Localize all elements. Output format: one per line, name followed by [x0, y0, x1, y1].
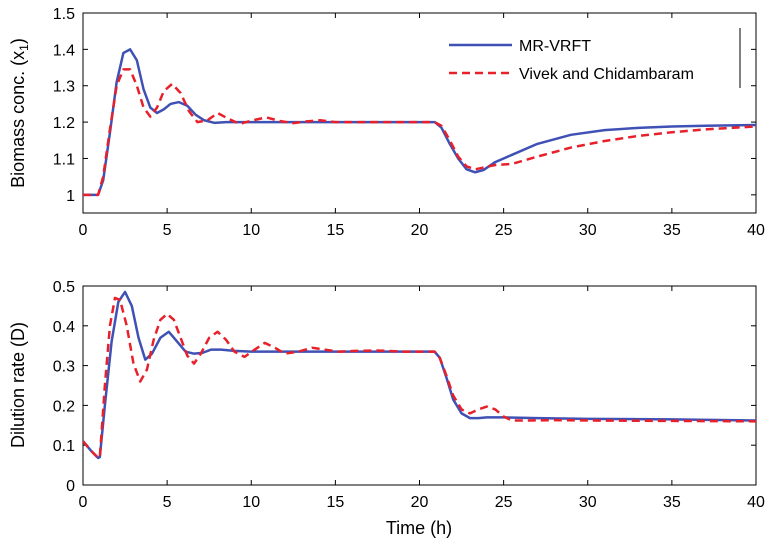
x-axis-label: Time (h)	[386, 518, 452, 538]
legend-label-mr-vrft: MR-VRFT	[519, 38, 591, 55]
biomass-x-tick-label: 5	[163, 222, 172, 239]
dilution-chart: 0 5 10 15 20 25 30 35 40 0 0.1 0.2 0.3 0.4 0.5 Dilutio…	[8, 279, 765, 538]
biomass-series-line-vivek-and-chidambaram	[83, 68, 756, 197]
biomass-y-axis-label-subscript: 1	[17, 44, 31, 51]
biomass-x-tick-label: 10	[242, 222, 260, 239]
biomass-y-axis-label-tail: )	[8, 38, 28, 44]
dilution-plot-area	[82, 285, 757, 486]
biomass-series-line-mr-vrft	[83, 48, 756, 197]
biomass-x-tick-label: 0	[79, 222, 88, 239]
biomass-y-axis-label: Biomass conc. (x1)	[8, 38, 31, 188]
dilution-x-tick-label: 25	[495, 494, 513, 511]
dilution-y-tick-label: 0.2	[53, 398, 75, 415]
biomass-y-tick-label: 1	[66, 188, 75, 205]
dilution-x-tick-label: 15	[326, 494, 344, 511]
dilution-x-tick-label: 40	[747, 494, 765, 511]
biomass-ticks: 0 5 10 15 20 25 30 35 40 1 1.1 1.2 1.3 1.4 1.5	[53, 6, 765, 239]
dilution-ticks: 0 5 10 15 20 25 30 35 40 0 0.1 0.2 0.3 0.4 0.5	[53, 279, 765, 511]
dilution-x-tick-label: 20	[411, 494, 429, 511]
dilution-y-tick-label: 0.4	[53, 319, 75, 336]
biomass-y-tick-label: 1.2	[53, 115, 75, 132]
dilution-x-tick-label: 0	[79, 494, 88, 511]
biomass-y-tick-label: 1.4	[53, 42, 75, 59]
biomass-x-tick-label: 35	[663, 222, 681, 239]
biomass-y-tick-label: 1.5	[53, 6, 75, 23]
dilution-x-tick-label: 30	[579, 494, 597, 511]
dilution-y-tick-label: 0.1	[53, 438, 75, 455]
biomass-x-tick-label: 20	[411, 222, 429, 239]
dilution-x-tick-label: 10	[242, 494, 260, 511]
dilution-x-tick-label: 5	[163, 494, 172, 511]
dilution-series	[83, 290, 756, 460]
biomass-chart: 0 5 10 15 20 25 30 35 40 1 1.1 1.2 1.3 1.4 1.5 Biomass…	[8, 6, 765, 239]
biomass-x-tick-label: 15	[326, 222, 344, 239]
dilution-y-axis-label: Dilution rate (D)	[8, 322, 28, 448]
dilution-x-tick-label: 35	[663, 494, 681, 511]
biomass-y-tick-label: 1.1	[53, 151, 75, 168]
legend-label-vivek: Vivek and Chidambaram	[519, 66, 694, 83]
biomass-x-tick-label: 40	[747, 222, 765, 239]
legend: MR-VRFT Vivek and Chidambaram	[449, 28, 741, 88]
dilution-y-tick-label: 0.3	[53, 359, 75, 376]
dilution-y-tick-label: 0.5	[53, 279, 75, 296]
biomass-plot-area	[82, 12, 757, 214]
biomass-series	[83, 48, 756, 197]
biomass-x-tick-label: 25	[495, 222, 513, 239]
biomass-y-tick-label: 1.3	[53, 79, 75, 96]
dilution-series-line-vivek-and-chidambaram	[83, 296, 756, 460]
dilution-y-tick-label: 0	[66, 478, 75, 495]
biomass-x-tick-label: 30	[579, 222, 597, 239]
